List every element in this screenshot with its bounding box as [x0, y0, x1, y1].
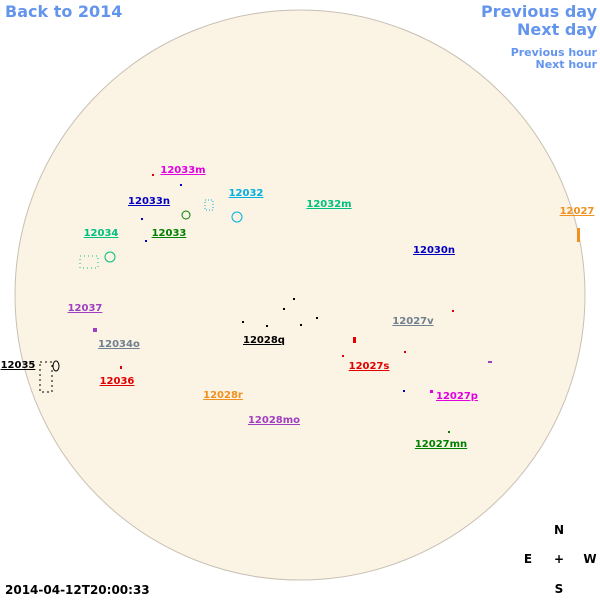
compass-center: + [554, 552, 564, 566]
region-label[interactable]: 12028r [203, 390, 243, 401]
region-label[interactable]: 12027 [560, 206, 595, 217]
region-label[interactable]: 12034 [84, 228, 119, 239]
region-label[interactable]: 12033m [160, 165, 205, 176]
region-label[interactable]: 12030n [413, 245, 455, 256]
region-label[interactable]: 12036 [100, 376, 135, 387]
next-day-link[interactable]: Next day [517, 20, 598, 39]
spots [39, 174, 580, 433]
back-link[interactable]: Back to 2014 [5, 2, 122, 21]
compass-north: N [554, 523, 564, 537]
region-label[interactable]: 12028q [243, 335, 285, 346]
region-label[interactable]: 12033n [128, 196, 170, 207]
region-label[interactable]: 12035 [1, 360, 36, 371]
region-label[interactable]: 12032 [229, 188, 264, 199]
region-label[interactable]: 12027p [436, 391, 478, 402]
next-hour-link[interactable]: Next hour [536, 58, 598, 71]
region-label[interactable]: 12027s [349, 361, 390, 372]
region-label[interactable]: 12027v [392, 316, 434, 327]
region-label[interactable]: 12032m [306, 199, 351, 210]
timestamp: 2014-04-12T20:00:33 [5, 583, 150, 597]
previous-day-link[interactable]: Previous day [481, 2, 598, 21]
compass-south: S [555, 582, 564, 596]
compass-east: E [524, 552, 532, 566]
region-label[interactable]: 12028mo [248, 415, 300, 426]
region-label[interactable]: 12027mn [415, 439, 467, 450]
previous-hour-link[interactable]: Previous hour [511, 46, 598, 59]
region-label[interactable]: 12033 [152, 228, 187, 239]
region-label[interactable]: 12034o [98, 339, 140, 350]
compass-west: W [583, 552, 596, 566]
region-label[interactable]: 12037 [68, 303, 103, 314]
solar-disk [14, 9, 586, 581]
